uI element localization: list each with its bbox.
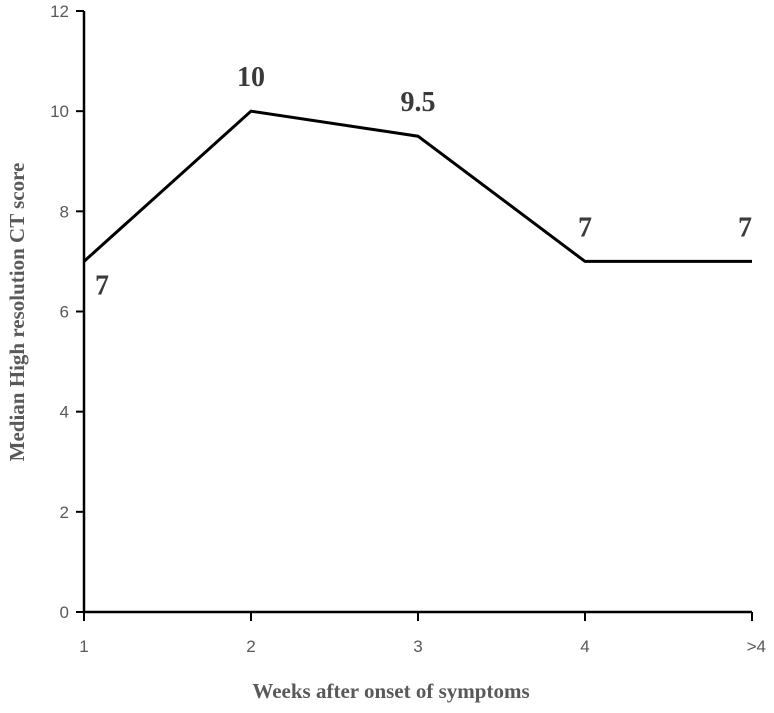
x-axis-ticks: 1 2 3 4 >4 <box>79 612 766 656</box>
data-label: 10 <box>237 62 265 93</box>
x-tick-label: >4 <box>747 637 766 656</box>
y-tick-label: 10 <box>50 102 69 121</box>
data-labels: 7 10 9.5 7 7 <box>95 62 752 301</box>
data-label: 7 <box>95 270 109 301</box>
x-tick-label: 1 <box>79 637 88 656</box>
data-label: 9.5 <box>401 87 436 118</box>
y-tick-label: 8 <box>60 202 69 221</box>
y-tick-label: 2 <box>60 503 69 522</box>
y-tick-label: 6 <box>60 303 69 322</box>
x-tick-label: 4 <box>580 637 589 656</box>
data-label: 7 <box>578 212 592 243</box>
series-line <box>82 109 752 263</box>
x-tick-label: 3 <box>413 637 422 656</box>
y-tick-label: 12 <box>50 2 69 21</box>
y-tick-label: 4 <box>60 403 69 422</box>
data-label: 7 <box>738 212 752 243</box>
y-tick-label: 0 <box>60 603 69 622</box>
x-axis-title: Weeks after onset of symptoms <box>252 679 529 703</box>
y-axis-title: Median High resolution CT score <box>5 163 29 462</box>
y-axis-ticks: 0 2 4 6 8 10 12 <box>50 2 84 622</box>
x-tick-label: 2 <box>246 637 255 656</box>
